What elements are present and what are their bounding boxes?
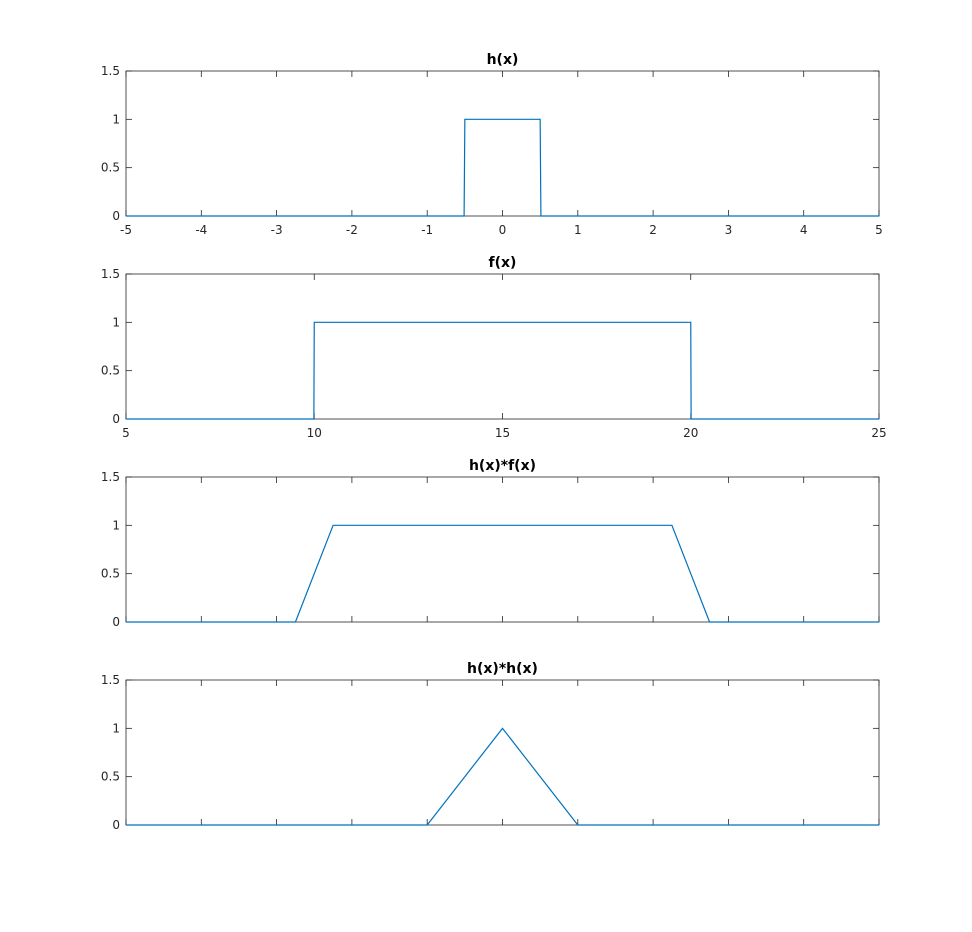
y-tick-label: 1.5 bbox=[101, 470, 120, 484]
plot-title: h(x)*f(x) bbox=[469, 458, 536, 474]
axes-box bbox=[125, 476, 880, 623]
x-tick-label: 5 bbox=[875, 223, 883, 237]
x-tick-label: -1 bbox=[421, 223, 433, 237]
y-tick-label: 1 bbox=[112, 315, 120, 329]
y-tick-label: 0 bbox=[112, 615, 120, 629]
axes-box bbox=[125, 70, 880, 217]
subplot-2: 0 0.5 1 1.5 5 10 15 20 25 f(x) bbox=[101, 255, 887, 440]
x-tick-label: -5 bbox=[120, 223, 132, 237]
series-line bbox=[126, 321, 879, 420]
x-tick-label: -4 bbox=[195, 223, 207, 237]
x-tick-label: -2 bbox=[346, 223, 358, 237]
x-tick-label: 1 bbox=[574, 223, 582, 237]
y-tick-label: 0.5 bbox=[101, 567, 120, 581]
x-tick-label: 20 bbox=[683, 426, 698, 440]
x-tick-label: 2 bbox=[649, 223, 657, 237]
y-tick-label: 1.5 bbox=[101, 267, 120, 281]
x-tick-label: 3 bbox=[725, 223, 733, 237]
y-tick-label: 1.5 bbox=[101, 673, 120, 687]
y-tick-label: 0 bbox=[112, 818, 120, 832]
subplot-1: 0 0.5 1 1.5 -5 -4 -3 -2 -1 0 1 2 3 4 5 h(x) bbox=[101, 52, 883, 237]
series-line bbox=[126, 524, 879, 623]
y-tick-label: 1 bbox=[112, 112, 120, 126]
y-tick-label: 0 bbox=[112, 412, 120, 426]
subplot-3: 0 0.5 1 1.5 h(x)*f(x) bbox=[101, 458, 880, 629]
series-line bbox=[126, 118, 879, 217]
x-tick-label: 0 bbox=[499, 223, 507, 237]
axes-box bbox=[125, 273, 880, 420]
x-tick-label: 10 bbox=[307, 426, 322, 440]
y-tick-label: 0.5 bbox=[101, 770, 120, 784]
subplot-4: 0 0.5 1 1.5 h(x)*h(x) bbox=[101, 661, 880, 832]
x-tick-label: 15 bbox=[495, 426, 510, 440]
x-tick-label: 5 bbox=[122, 426, 130, 440]
y-tick-label: 1 bbox=[112, 721, 120, 735]
y-tick-label: 0.5 bbox=[101, 161, 120, 175]
series-line bbox=[126, 727, 879, 826]
y-tick-label: 0.5 bbox=[101, 364, 120, 378]
plot-title: f(x) bbox=[489, 255, 517, 271]
plot-title: h(x)*h(x) bbox=[467, 661, 538, 677]
x-tick-label: 25 bbox=[871, 426, 886, 440]
x-tick-label: -3 bbox=[271, 223, 283, 237]
y-tick-label: 1.5 bbox=[101, 64, 120, 78]
axes-box bbox=[125, 679, 880, 826]
y-tick-label: 0 bbox=[112, 209, 120, 223]
y-tick-label: 1 bbox=[112, 518, 120, 532]
plot-title: h(x) bbox=[487, 52, 519, 68]
x-tick-label: 4 bbox=[800, 223, 808, 237]
